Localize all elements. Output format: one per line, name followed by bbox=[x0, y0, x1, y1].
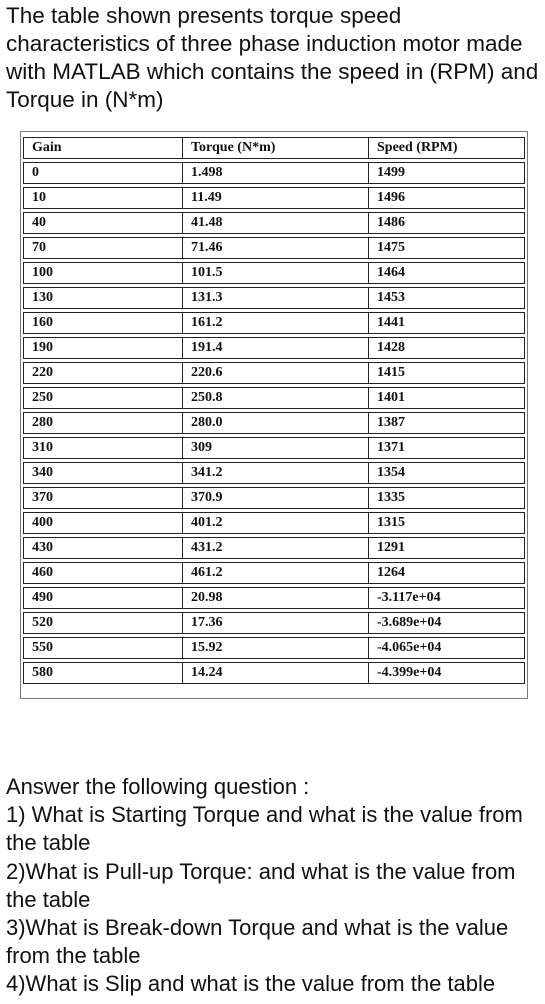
cell-torque: 11.49 bbox=[183, 187, 369, 209]
cell-gain: 550 bbox=[23, 637, 183, 659]
cell-torque: 370.9 bbox=[183, 487, 369, 509]
cell-speed: 1499 bbox=[369, 162, 525, 184]
table-row: 580 14.24 -4.399e+04 bbox=[23, 662, 525, 684]
cell-gain: 10 bbox=[23, 187, 183, 209]
cell-torque: 101.5 bbox=[183, 262, 369, 284]
cell-torque: 17.36 bbox=[183, 612, 369, 634]
cell-torque: 41.48 bbox=[183, 212, 369, 234]
cell-speed: 1415 bbox=[369, 362, 525, 384]
question-3: 3)What is Break-down Torque and what is … bbox=[6, 915, 509, 969]
cell-torque: 250.8 bbox=[183, 387, 369, 409]
table-header-row: Gain Torque (N*m) Speed (RPM) bbox=[23, 137, 525, 159]
table-row: 370 370.9 1335 bbox=[23, 487, 525, 509]
cell-gain: 250 bbox=[23, 387, 183, 409]
table-row: 310 309 1371 bbox=[23, 437, 525, 459]
cell-torque: 131.3 bbox=[183, 287, 369, 309]
cell-gain: 430 bbox=[23, 537, 183, 559]
question-2: 2)What is Pull-up Torque: and what is th… bbox=[6, 858, 516, 912]
cell-torque: 191.4 bbox=[183, 337, 369, 359]
cell-speed: -3.117e+04 bbox=[369, 587, 525, 609]
table-row: 160 161.2 1441 bbox=[23, 312, 525, 334]
table-row: 460 461.2 1264 bbox=[23, 562, 525, 584]
cell-torque: 20.98 bbox=[183, 587, 369, 609]
header-gain: Gain bbox=[23, 137, 183, 159]
table-row: 100 101.5 1464 bbox=[23, 262, 525, 284]
questions-block: Answer the following question : 1) What … bbox=[6, 773, 541, 999]
cell-gain: 520 bbox=[23, 612, 183, 634]
table-row: 490 20.98 -3.117e+04 bbox=[23, 587, 525, 609]
cell-gain: 130 bbox=[23, 287, 183, 309]
cell-speed: 1371 bbox=[369, 437, 525, 459]
table-row: 550 15.92 -4.065e+04 bbox=[23, 637, 525, 659]
intro-text: The table shown presents torque speed ch… bbox=[6, 3, 539, 112]
table-row: 430 431.2 1291 bbox=[23, 537, 525, 559]
cell-speed: 1315 bbox=[369, 512, 525, 534]
table-row: 70 71.46 1475 bbox=[23, 237, 525, 259]
cell-gain: 220 bbox=[23, 362, 183, 384]
table-row: 340 341.2 1354 bbox=[23, 462, 525, 484]
table-row: 40 41.48 1486 bbox=[23, 212, 525, 234]
cell-gain: 40 bbox=[23, 212, 183, 234]
cell-gain: 70 bbox=[23, 237, 183, 259]
cell-torque: 14.24 bbox=[183, 662, 369, 684]
cell-speed: 1486 bbox=[369, 212, 525, 234]
questions-heading: Answer the following question : bbox=[6, 774, 310, 799]
cell-torque: 1.498 bbox=[183, 162, 369, 184]
cell-gain: 160 bbox=[23, 312, 183, 334]
header-speed: Speed (RPM) bbox=[369, 137, 525, 159]
torque-speed-table: Gain Torque (N*m) Speed (RPM) 0 1.498 1499… bbox=[23, 134, 525, 687]
cell-speed: 1428 bbox=[369, 337, 525, 359]
cell-gain: 490 bbox=[23, 587, 183, 609]
cell-speed: 1291 bbox=[369, 537, 525, 559]
cell-speed: 1387 bbox=[369, 412, 525, 434]
cell-speed: -4.399e+04 bbox=[369, 662, 525, 684]
table-row: 130 131.3 1453 bbox=[23, 287, 525, 309]
table-row: 250 250.8 1401 bbox=[23, 387, 525, 409]
table-row: 220 220.6 1415 bbox=[23, 362, 525, 384]
cell-gain: 310 bbox=[23, 437, 183, 459]
cell-speed: 1453 bbox=[369, 287, 525, 309]
cell-torque: 15.92 bbox=[183, 637, 369, 659]
cell-speed: -4.065e+04 bbox=[369, 637, 525, 659]
cell-torque: 220.6 bbox=[183, 362, 369, 384]
cell-gain: 0 bbox=[23, 162, 183, 184]
table-row: 520 17.36 -3.689e+04 bbox=[23, 612, 525, 634]
table-row: 0 1.498 1499 bbox=[23, 162, 525, 184]
cell-torque: 309 bbox=[183, 437, 369, 459]
table-row: 190 191.4 1428 bbox=[23, 337, 525, 359]
cell-gain: 280 bbox=[23, 412, 183, 434]
cell-speed: -3.689e+04 bbox=[369, 612, 525, 634]
table-row: 10 11.49 1496 bbox=[23, 187, 525, 209]
cell-speed: 1464 bbox=[369, 262, 525, 284]
cell-torque: 341.2 bbox=[183, 462, 369, 484]
cell-torque: 401.2 bbox=[183, 512, 369, 534]
question-4: 4)What is Slip and what is the value fro… bbox=[6, 971, 496, 997]
cell-gain: 190 bbox=[23, 337, 183, 359]
cell-speed: 1264 bbox=[369, 562, 525, 584]
cell-torque: 461.2 bbox=[183, 562, 369, 584]
table-row: 400 401.2 1315 bbox=[23, 512, 525, 534]
cell-torque: 161.2 bbox=[183, 312, 369, 334]
cell-torque: 71.46 bbox=[183, 237, 369, 259]
table-row: 280 280.0 1387 bbox=[23, 412, 525, 434]
cell-gain: 580 bbox=[23, 662, 183, 684]
question-1: 1) What is Starting Torque and what is t… bbox=[6, 802, 523, 856]
cell-gain: 460 bbox=[23, 562, 183, 584]
cell-speed: 1401 bbox=[369, 387, 525, 409]
cell-speed: 1335 bbox=[369, 487, 525, 509]
cell-gain: 400 bbox=[23, 512, 183, 534]
cell-torque: 280.0 bbox=[183, 412, 369, 434]
cell-gain: 340 bbox=[23, 462, 183, 484]
header-torque: Torque (N*m) bbox=[183, 137, 369, 159]
cell-gain: 100 bbox=[23, 262, 183, 284]
cell-speed: 1475 bbox=[369, 237, 525, 259]
cell-torque: 431.2 bbox=[183, 537, 369, 559]
table-image: Gain Torque (N*m) Speed (RPM) 0 1.498 1499… bbox=[20, 131, 528, 699]
cell-speed: 1496 bbox=[369, 187, 525, 209]
cell-speed: 1441 bbox=[369, 312, 525, 334]
cell-gain: 370 bbox=[23, 487, 183, 509]
cell-speed: 1354 bbox=[369, 462, 525, 484]
